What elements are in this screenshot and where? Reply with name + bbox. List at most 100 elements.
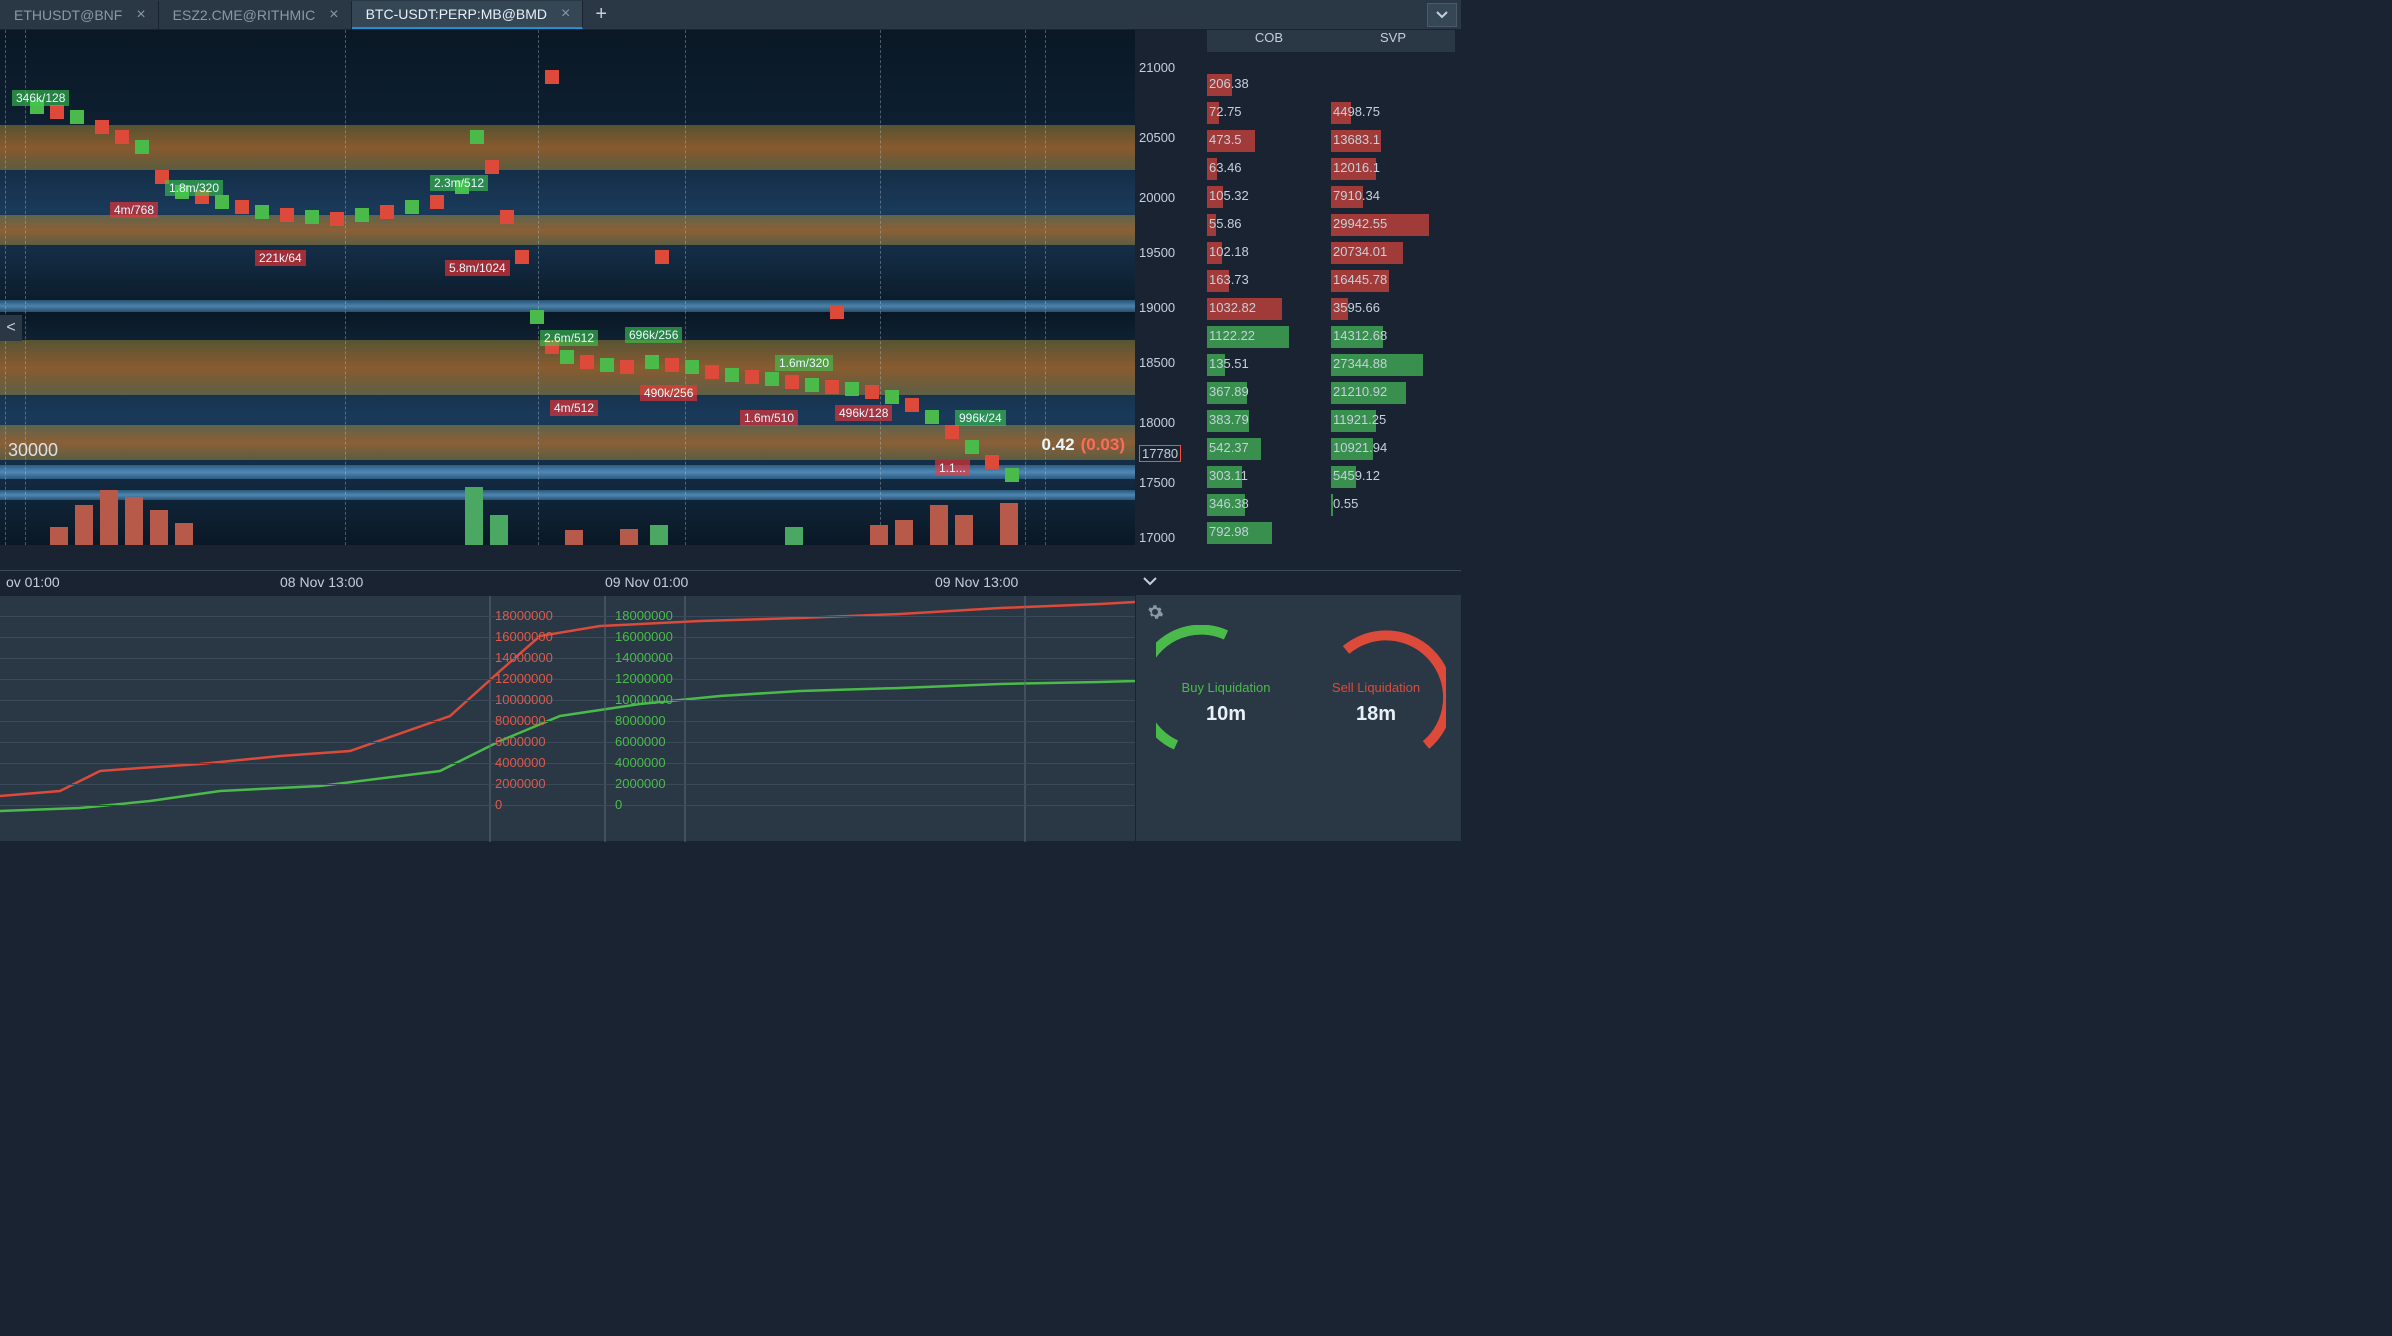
- cluster-marker: [235, 200, 249, 214]
- cluster-marker: [280, 208, 294, 222]
- cluster-data-label: 2.6m/512: [540, 330, 598, 346]
- cluster-data-label: 4m/512: [550, 400, 598, 416]
- cluster-marker: [985, 455, 999, 469]
- tab-label: ESZ2.CME@RITHMIC: [173, 7, 316, 23]
- cluster-marker: [530, 310, 544, 324]
- cluster-marker: [115, 130, 129, 144]
- cluster-marker: [600, 358, 614, 372]
- cob-value: 102.18: [1207, 244, 1249, 259]
- buy-liquidation-gauge: Buy Liquidation 10m: [1156, 625, 1296, 765]
- y-axis-tick: 20000: [1139, 190, 1175, 205]
- cluster-marker: [70, 110, 84, 124]
- svp-value: 20734.01: [1331, 244, 1387, 259]
- cluster-marker: [50, 105, 64, 119]
- cluster-data-label: 1.1...: [935, 460, 970, 476]
- x-axis-tick: 08 Nov 13:00: [280, 574, 363, 590]
- cluster-marker: [500, 210, 514, 224]
- cluster-marker: [580, 355, 594, 369]
- cob-header: COB: [1207, 30, 1331, 52]
- cluster-marker: [845, 382, 859, 396]
- cvd-y-label-green: 0: [615, 797, 622, 812]
- tab-2[interactable]: BTC-USDT:PERP:MB@BMD ×: [352, 1, 584, 29]
- svp-value: 11921.25: [1331, 412, 1386, 427]
- close-icon[interactable]: ×: [132, 6, 149, 24]
- y-axis-tick: 17000: [1139, 530, 1175, 545]
- cvd-y-label-red: 4000000: [495, 755, 546, 770]
- close-icon[interactable]: ×: [557, 5, 574, 23]
- y-axis-tick: 19000: [1139, 300, 1175, 315]
- y-axis-tick: 17500: [1139, 475, 1175, 490]
- tab-1[interactable]: ESZ2.CME@RITHMIC ×: [159, 1, 352, 29]
- cvd-y-label-red: 16000000: [495, 629, 553, 644]
- cluster-marker: [945, 425, 959, 439]
- svp-header: SVP: [1331, 30, 1455, 52]
- svp-value: 16445.78: [1331, 272, 1387, 287]
- cluster-marker: [655, 250, 669, 264]
- x-axis-tick: ov 01:00: [6, 574, 60, 590]
- cluster-data-label: 1.6m/320: [775, 355, 833, 371]
- cluster-marker: [255, 205, 269, 219]
- cluster-data-label: 221k/64: [255, 250, 306, 266]
- cluster-data-label: 490k/256: [640, 385, 697, 401]
- cluster-data-label: 696k/256: [625, 327, 682, 343]
- cvd-y-label-green: 14000000: [615, 650, 673, 665]
- x-axis-tick: 09 Nov 01:00: [605, 574, 688, 590]
- cluster-marker: [865, 385, 879, 399]
- tab-0[interactable]: ETHUSDT@BNF×: [0, 1, 159, 29]
- tab-label: BTC-USDT:PERP:MB@BMD: [366, 6, 547, 22]
- cluster-marker: [355, 208, 369, 222]
- cluster-data-label: 996k/24: [955, 410, 1006, 426]
- cluster-marker: [965, 440, 979, 454]
- cluster-marker: [405, 200, 419, 214]
- add-tab-button[interactable]: +: [583, 3, 619, 26]
- cob-value: 55.86: [1207, 216, 1242, 231]
- svp-value: 0.55: [1331, 496, 1358, 511]
- cob-value: 1032.82: [1207, 300, 1256, 315]
- cluster-marker: [135, 140, 149, 154]
- price-value: 0.42: [1041, 435, 1074, 455]
- cluster-data-label: 346k/128: [12, 90, 69, 106]
- cvd-y-label-red: 0: [495, 797, 502, 812]
- y-axis-tick: 21000: [1139, 60, 1175, 75]
- main-chart[interactable]: 346k/1281.8m/3204m/768221k/642.3m/5125.8…: [0, 30, 1135, 545]
- price-y-axis: 2100020500200001950019000185001800017780…: [1135, 30, 1207, 570]
- cvd-y-label-red: 18000000: [495, 608, 553, 623]
- svp-value: 4498.75: [1331, 104, 1380, 119]
- cluster-marker: [330, 212, 344, 226]
- collapse-sidebar-button[interactable]: <: [0, 315, 22, 341]
- expand-down-button[interactable]: [1143, 574, 1157, 592]
- cvd-y-label-red: 6000000: [495, 734, 546, 749]
- cvd-panel[interactable]: 1800000016000000140000001200000010000000…: [0, 595, 1135, 841]
- y-axis-tick: 20500: [1139, 130, 1175, 145]
- svp-value: 7910.34: [1331, 188, 1380, 203]
- cob-value: 135.51: [1207, 356, 1249, 371]
- cob-value: 383.79: [1207, 412, 1249, 427]
- price-display: 0.42 (0.03): [1041, 435, 1125, 455]
- svp-value: 14312.68: [1331, 328, 1387, 343]
- cluster-marker: [1005, 468, 1019, 482]
- cluster-marker: [885, 390, 899, 404]
- svp-value: 29942.55: [1331, 216, 1387, 231]
- cob-value: 542.37: [1207, 440, 1249, 455]
- cluster-marker: [685, 360, 699, 374]
- cluster-marker: [725, 368, 739, 382]
- cvd-y-label-green: 4000000: [615, 755, 666, 770]
- svp-value: 21210.92: [1331, 384, 1387, 399]
- tab-dropdown-button[interactable]: [1427, 3, 1457, 27]
- cluster-marker: [620, 360, 634, 374]
- cob-value: 346.38: [1207, 496, 1249, 511]
- svp-panel: SVP 4498.7513683.112016.17910.3429942.55…: [1331, 30, 1455, 570]
- cvd-y-label-green: 18000000: [615, 608, 673, 623]
- cluster-marker: [95, 120, 109, 134]
- y-axis-tick: 19500: [1139, 245, 1175, 260]
- buy-liq-value: 10m: [1156, 703, 1296, 726]
- y-axis-tick: 18500: [1139, 355, 1175, 370]
- close-icon[interactable]: ×: [325, 6, 342, 24]
- gear-icon[interactable]: [1146, 603, 1164, 621]
- cluster-marker: [830, 305, 844, 319]
- cvd-y-label-green: 16000000: [615, 629, 673, 644]
- cluster-data-label: 5.8m/1024: [445, 260, 510, 276]
- cluster-marker: [705, 365, 719, 379]
- svp-value: 3595.66: [1331, 300, 1380, 315]
- cob-value: 792.98: [1207, 524, 1249, 539]
